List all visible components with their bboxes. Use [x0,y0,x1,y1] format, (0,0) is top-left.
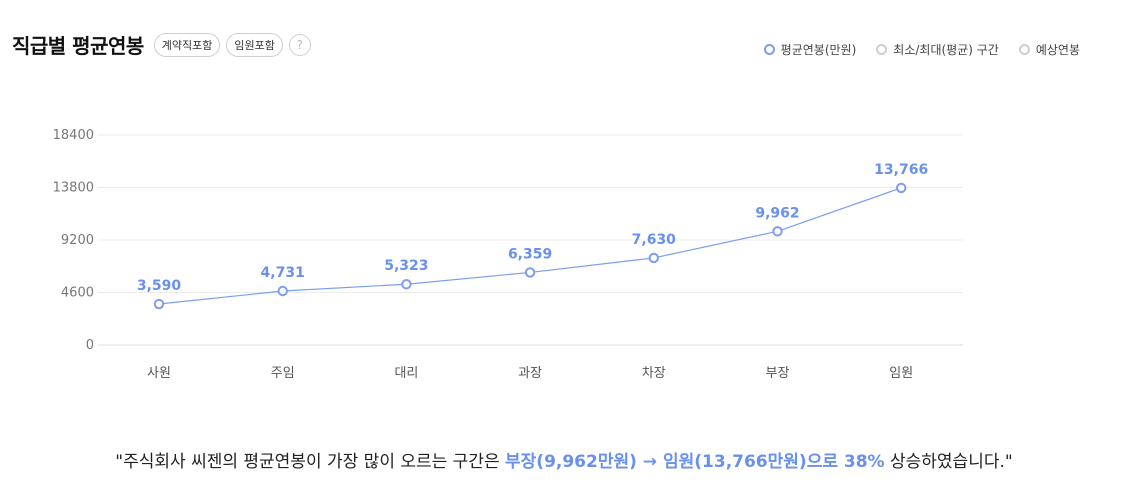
legend-item-range[interactable]: 최소/최대(평균) 구간 [876,41,999,58]
y-tick-label: 9200 [61,233,94,248]
legend-label-expected: 예상연봉 [1035,43,1080,57]
summary-pct: 38% [843,452,885,472]
legend-item-avg[interactable]: 평균연봉(만원) [763,41,857,58]
chart-legend: 평균연봉(만원) 최소/최대(평균) 구간 예상연봉 [763,41,1080,58]
summary-to: 임원(13,766만원) [662,452,807,472]
data-label: 4,731 [261,265,305,281]
legend-dot-icon [763,44,775,55]
include-contract-toggle[interactable]: 계약직포함 [153,32,221,57]
data-label: 13,766 [874,162,928,178]
data-point [401,279,412,290]
y-tick-label: 0 [86,338,94,353]
x-tick-label: 대리 [394,366,418,381]
y-tick-label: 18400 [53,128,94,143]
summary-suffix: 상승하였습니다." [884,452,1013,472]
summary-text: "주식회사 씨젠의 평균연봉이 가장 많이 오르는 구간은 부장(9,962만원… [0,447,1128,472]
data-label: 5,323 [384,258,428,274]
chart-header: 직급별 평균연봉 계약직포함 임원포함 ? [12,30,311,59]
data-point [648,252,659,264]
legend-label-avg: 평균연봉(만원) [780,43,857,57]
data-label: 9,962 [755,205,799,221]
chart-title: 직급별 평균연봉 [12,34,144,58]
x-tick-label: 주임 [271,366,295,381]
legend-dot-icon [876,44,888,55]
data-point [153,298,165,310]
data-point [524,267,536,278]
x-tick-label: 임원 [889,366,913,381]
x-tick-label: 부장 [766,366,790,381]
summary-prefix: "주식회사 씨젠의 평균연봉이 가장 많이 오르는 구간은 [115,452,506,472]
data-point [772,226,783,237]
x-tick-label: 과장 [518,366,542,381]
x-tick-label: 사원 [147,366,171,381]
legend-label-range: 최소/최대(평균) 구간 [893,43,999,57]
summary-mid: 으로 [806,452,844,472]
data-point [277,285,288,297]
data-label: 6,359 [508,246,552,262]
data-label: 3,590 [137,278,182,294]
salary-line-chart: 0 4600 9200 13800 18400 사원 주임 대리 과장 차장 부장 임원 3,590 4,… [53,128,963,381]
y-tick-label: 4600 [61,286,94,301]
y-tick-label: 13800 [53,181,94,196]
summary-from: 부장(9,962만원) [505,452,637,472]
legend-dot-icon [1018,44,1030,55]
legend-item-expected[interactable]: 예상연봉 [1018,41,1080,58]
summary-arrow: → [636,452,663,472]
data-label: 7,630 [632,232,677,248]
include-exec-toggle[interactable]: 임원포함 [226,32,283,57]
help-icon[interactable]: ? [288,33,311,56]
x-tick-label: 차장 [642,366,666,381]
data-point [896,182,907,194]
